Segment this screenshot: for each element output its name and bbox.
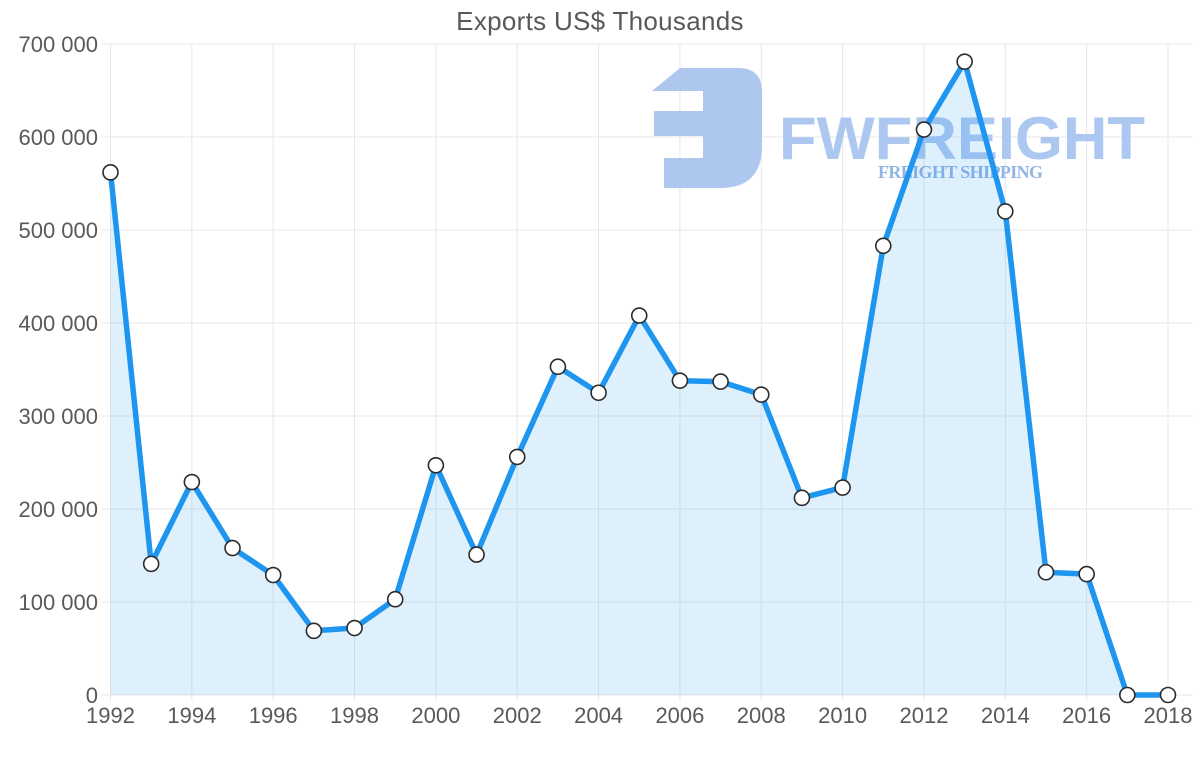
- data-point-marker-2016: [1078, 565, 1095, 583]
- y-tick-label: 400 000: [18, 311, 98, 336]
- data-point-marker-1994: [183, 473, 201, 491]
- y-tick-label: 200 000: [18, 497, 98, 522]
- y-tick-label: 300 000: [18, 404, 98, 429]
- data-point-marker-1996: [264, 566, 282, 584]
- data-point-marker-1993: [142, 555, 160, 573]
- data-point-marker-2018: [1159, 686, 1177, 704]
- x-tick-label: 2004: [574, 703, 623, 728]
- x-tick-label: 1994: [167, 703, 216, 728]
- data-point-marker-2014: [997, 203, 1014, 220]
- data-point-marker-2003: [549, 358, 567, 376]
- watermark-subtitle-text: FREIGHT SHIPPING: [878, 162, 1046, 182]
- series-area-fill: [110, 61, 1168, 695]
- data-point-marker-2008: [752, 386, 770, 403]
- data-point-marker-2012: [915, 121, 933, 138]
- x-tick-label: 1998: [330, 703, 379, 728]
- x-tick-label: 1992: [86, 703, 135, 728]
- y-tick-label: 100 000: [18, 590, 98, 615]
- data-point-marker-1998: [346, 619, 363, 637]
- data-point-marker-2017: [1119, 686, 1136, 704]
- y-tick-label: 700 000: [18, 32, 98, 57]
- x-tick-label: 1996: [249, 703, 298, 728]
- data-point-marker-1992: [102, 164, 119, 181]
- series-markers: [102, 53, 1177, 704]
- y-tick-label: 500 000: [18, 218, 98, 243]
- x-tick-label: 2000: [411, 703, 460, 728]
- data-point-marker-2004: [590, 384, 607, 402]
- x-tick-label: 2010: [818, 703, 867, 728]
- x-tick-label: 2008: [737, 703, 786, 728]
- data-point-marker-2007: [712, 373, 729, 390]
- grid: [102, 43, 1193, 701]
- y-axis-labels: 0 100 000 200 000 300 000 400 000 500 000 600 …: [18, 32, 98, 708]
- data-point-marker-1999: [386, 590, 404, 608]
- data-point-marker-2002: [508, 448, 526, 466]
- x-axis-labels: 1992 1994 1996 1998 2000 2002 2004 2006 2008 2010…: [86, 703, 1192, 728]
- data-point-marker-1995: [224, 539, 241, 557]
- x-tick-label: 2006: [655, 703, 704, 728]
- data-point-marker-2000: [427, 456, 445, 474]
- x-tick-label: 2018: [1144, 703, 1193, 728]
- y-tick-label: 600 000: [18, 125, 98, 150]
- data-point-marker-2015: [1037, 563, 1055, 581]
- data-point-marker-1997: [305, 622, 323, 640]
- watermark-brand-text: FWFREIGHT: [779, 105, 1145, 172]
- x-tick-label: 2014: [981, 703, 1030, 728]
- x-tick-label: 2012: [899, 703, 948, 728]
- data-point-marker-2005: [630, 307, 648, 324]
- data-point-marker-2001: [468, 546, 485, 563]
- x-tick-label: 2016: [1062, 703, 1111, 728]
- data-point-marker-2011: [874, 237, 892, 255]
- data-point-marker-2010: [834, 479, 851, 496]
- data-point-marker-2009: [793, 489, 811, 507]
- data-point-marker-2013: [956, 53, 973, 70]
- chart-title: Exports US$ Thousands: [456, 6, 744, 36]
- x-tick-label: 2002: [493, 703, 542, 728]
- y-tick-label: 0: [86, 683, 98, 708]
- data-point-marker-2006: [671, 372, 689, 389]
- watermark-logo-mark-icon: [652, 68, 762, 188]
